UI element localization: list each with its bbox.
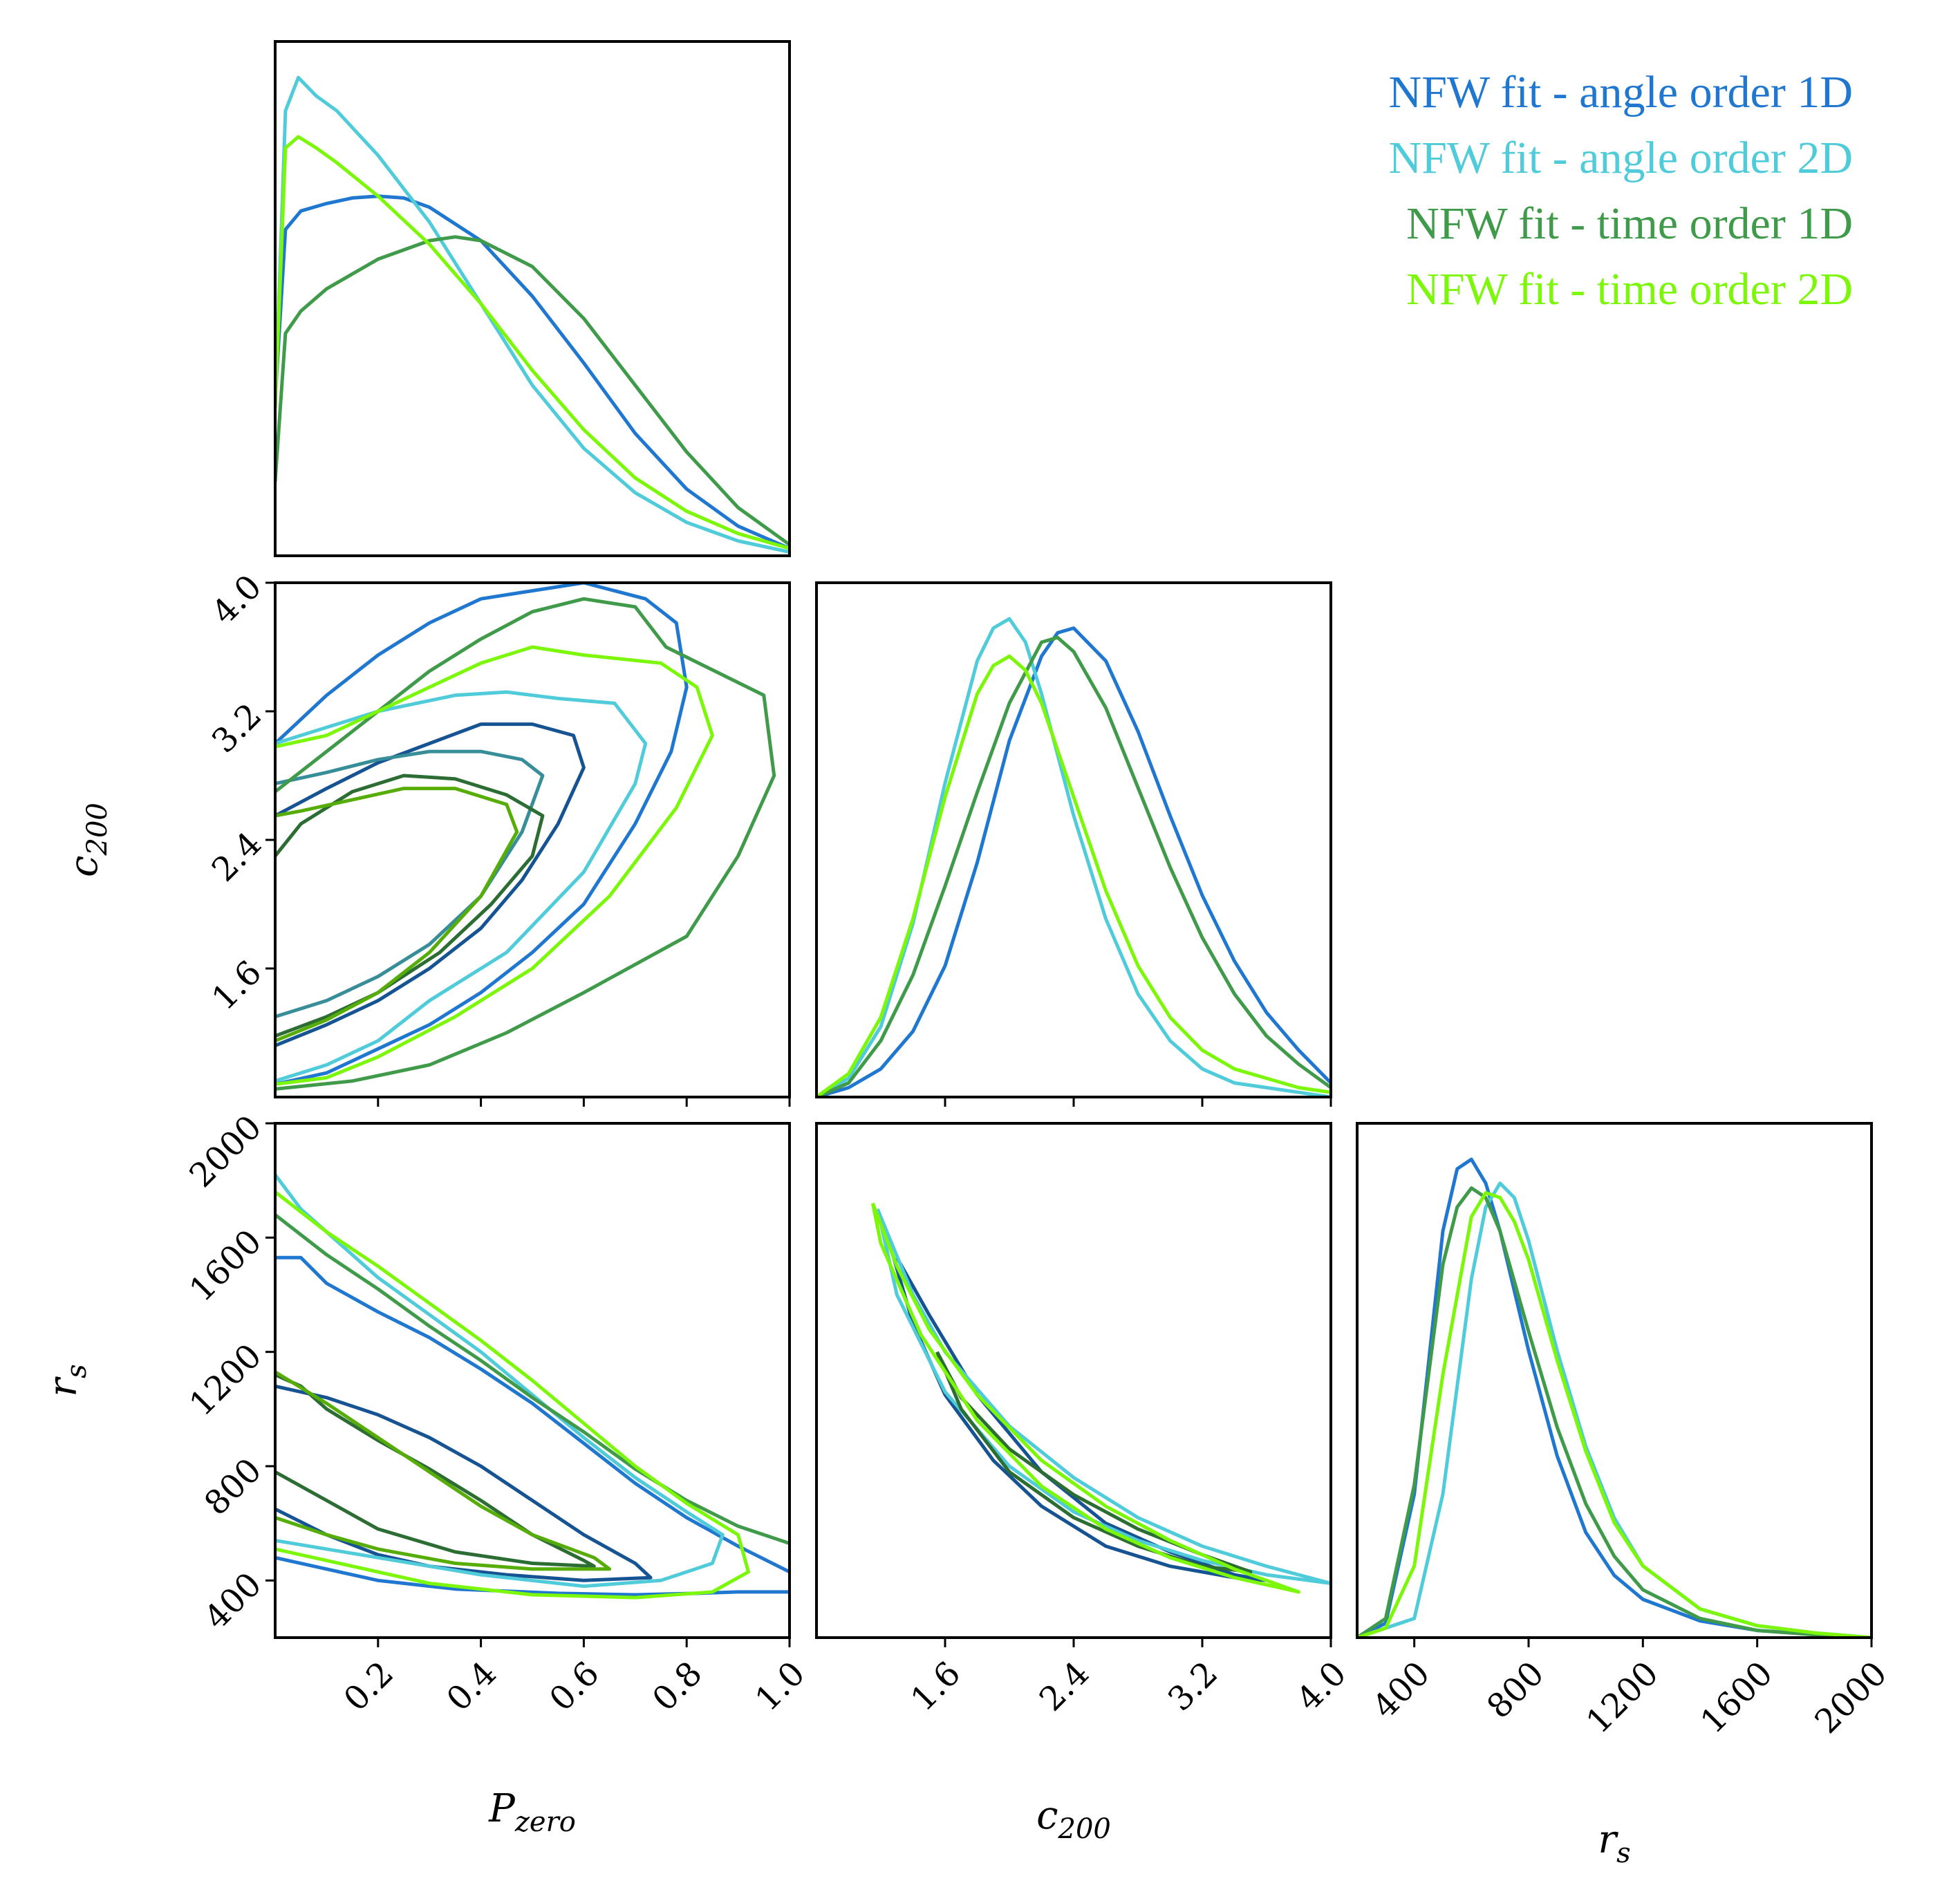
y-tick-label-rs-1: 800 <box>197 1451 269 1523</box>
contour-c200_vs_pzero-series-2-outer <box>275 597 776 1091</box>
legend-entry-1: NFW fit - angle order 2D <box>1389 133 1853 183</box>
x-tick-label-rs-4: 2000 <box>1807 1654 1894 1741</box>
panel-pzero-pzero <box>274 40 791 557</box>
marginal-c200-series-3 <box>816 654 1331 1097</box>
contour-rs_vs_c200-series-3-outer <box>870 1202 1300 1594</box>
panel-rs-rs: 400 800 1200 1600 2000 <box>1356 1122 1894 1741</box>
x-tick-label-c200-0: 1.6 <box>904 1654 969 1719</box>
x-tick-label-pzero-3: 0.8 <box>645 1654 710 1719</box>
marginal-rs-series-0 <box>1357 1157 1872 1638</box>
axis-labels: Pzero c200 rs c200 rs <box>41 803 1631 1869</box>
y-tick-label-rs-0: 400 <box>197 1565 269 1637</box>
x-tick-label-pzero-0: 0.2 <box>337 1654 402 1719</box>
y-tick-label-rs-4: 2000 <box>182 1108 269 1195</box>
y-axis-label-rs: rs <box>41 1364 93 1396</box>
marginal-c200-series-0 <box>816 626 1331 1097</box>
x-tick-label-c200-3: 4.0 <box>1289 1654 1354 1719</box>
x-tick-label-rs-0: 400 <box>1365 1654 1437 1726</box>
marginal-pzero-series-2 <box>275 235 790 546</box>
panel-frame <box>274 1122 791 1639</box>
contour-rs_vs_pzero-series-0-outer-upper <box>275 1255 790 1574</box>
legend: NFW fit - angle order 1D NFW fit - angle … <box>1389 67 1853 315</box>
marginal-rs-series-3 <box>1357 1191 1872 1638</box>
y-axis-label-c200: c200 <box>62 803 113 877</box>
marginal-rs-series-1 <box>1357 1181 1872 1638</box>
x-axis-label-rs: rs <box>1598 1817 1630 1869</box>
contour-c200_vs_pzero-series-1-inner <box>275 749 545 1019</box>
contour-rs_vs_pzero-series-3-outer <box>275 1190 750 1600</box>
x-tick-label-c200-2: 3.2 <box>1161 1654 1226 1719</box>
contour-rs_vs_pzero-series-3-inner <box>275 1370 612 1571</box>
x-tick-label-rs-2: 1200 <box>1579 1654 1666 1741</box>
contour-rs_vs_c200-series-0-inner <box>892 1257 1269 1582</box>
x-tick-label-pzero-1: 0.4 <box>439 1654 504 1719</box>
contour-c200_vs_pzero-series-3-inner <box>275 787 519 1042</box>
contour-rs_vs_pzero-series-0-inner <box>275 1384 653 1582</box>
panel-rs-c200: 1.6 2.4 3.2 4.0 <box>815 1122 1354 1719</box>
marginal-pzero-series-0 <box>275 194 790 550</box>
contour-rs_vs_pzero-series-1-outer <box>275 1173 725 1589</box>
contour-rs_vs_c200-series-2-inner <box>935 1351 1253 1574</box>
y-tick-label-rs-3: 1600 <box>182 1222 269 1309</box>
contour-rs_vs_pzero-series-2-inner <box>275 1373 596 1568</box>
panel-frame <box>274 40 791 557</box>
x-tick-label-pzero-2: 0.6 <box>542 1654 607 1719</box>
contour-c200_vs_pzero-series-3-outer <box>275 645 714 1086</box>
x-tick-label-rs-1: 800 <box>1480 1654 1551 1726</box>
contour-c200_vs_pzero-series-1-outer <box>275 690 648 1083</box>
panel-rs-pzero: 0.2 0.4 0.6 0.8 1.0 400 800 1200 1600 2000 <box>182 1108 812 1719</box>
x-tick-label-rs-3: 1600 <box>1693 1654 1780 1741</box>
marginal-pzero-series-3 <box>275 135 790 550</box>
x-tick-label-pzero-4: 1.0 <box>748 1654 813 1719</box>
x-axis-label-c200: c200 <box>1036 1793 1111 1845</box>
legend-entry-2: NFW fit - time order 1D <box>1406 198 1853 249</box>
marginal-rs-series-2 <box>1357 1186 1872 1638</box>
y-tick-label-c200-2: 3.2 <box>205 696 270 761</box>
legend-entry-0: NFW fit - angle order 1D <box>1389 67 1853 118</box>
marginal-c200-series-1 <box>816 617 1331 1097</box>
marginal-c200-series-2 <box>816 635 1331 1097</box>
panel-frame <box>1356 1122 1873 1639</box>
panel-c200-pzero: 1.6 2.4 3.2 4.0 <box>205 568 791 1107</box>
x-tick-label-c200-1: 2.4 <box>1032 1654 1097 1719</box>
y-tick-label-c200-3: 4.0 <box>205 568 270 633</box>
y-tick-label-c200-1: 2.4 <box>205 825 270 890</box>
y-tick-label-c200-0: 1.6 <box>205 953 270 1018</box>
panel-c200-c200 <box>815 581 1332 1107</box>
contour-c200_vs_pzero-series-2-inner <box>275 774 545 1038</box>
marginal-pzero-series-1 <box>275 75 790 554</box>
contour-rs_vs_pzero-series-0-outer <box>275 1555 790 1597</box>
x-axis-label-pzero: Pzero <box>488 1786 576 1838</box>
contour-c200_vs_pzero-series-0-outer <box>275 583 689 1086</box>
legend-entry-3: NFW fit - time order 2D <box>1406 264 1853 315</box>
contour-rs_vs_pzero-series-2-outer <box>275 1213 790 1545</box>
y-tick-label-rs-2: 1200 <box>182 1336 269 1423</box>
